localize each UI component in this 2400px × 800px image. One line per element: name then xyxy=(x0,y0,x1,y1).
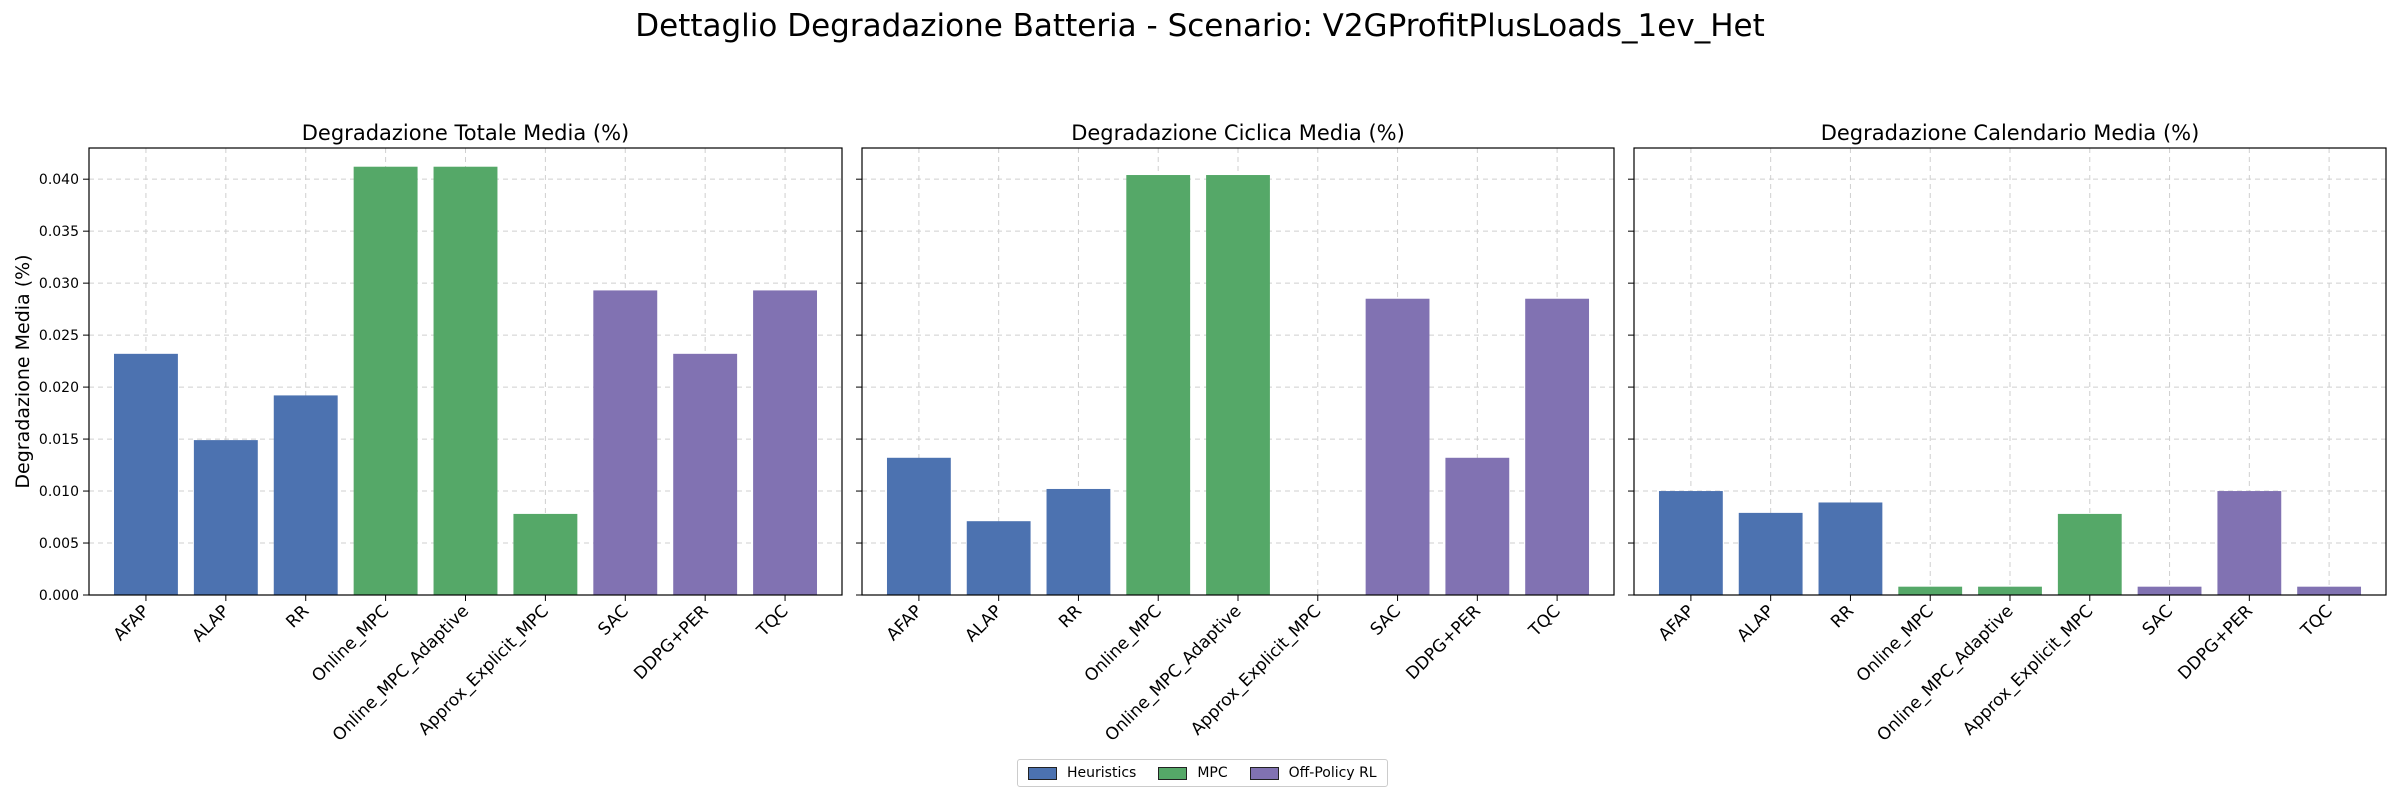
bar-afap xyxy=(886,457,951,595)
legend-item: MPC xyxy=(1158,765,1228,781)
x-tick-label: SAC xyxy=(1367,601,1405,639)
panel-title: Degradazione Calendario Media (%) xyxy=(1821,121,2200,145)
x-tick-label: TQC xyxy=(1525,601,1565,641)
axes-frame xyxy=(88,147,843,596)
legend-label: Heuristics xyxy=(1067,765,1137,781)
x-tick-label: Online_MPC xyxy=(308,601,393,686)
bar-alap xyxy=(193,440,258,595)
bar-rr xyxy=(1046,488,1111,595)
legend-item: Heuristics xyxy=(1028,765,1136,781)
x-tick-label: Approx_Explicit_MPC xyxy=(415,601,553,739)
y-tick-label: 0.010 xyxy=(39,484,79,500)
x-tick-label: ALAP xyxy=(1733,601,1778,646)
bar-sac xyxy=(593,290,658,595)
y-axis-label: Degradazione Media (%) xyxy=(12,254,34,488)
x-tick-label: Online_MPC xyxy=(1081,601,1166,686)
bar-ddpg-per xyxy=(2217,491,2282,595)
panel-title: Degradazione Ciclica Media (%) xyxy=(1071,121,1405,145)
x-tick-label: AFAP xyxy=(110,601,154,645)
y-tick-label: 0.035 xyxy=(39,224,79,240)
bar-approx-explicit-mpc xyxy=(2057,513,2122,595)
bar-afap xyxy=(1658,491,1723,595)
x-tick-label: TQC xyxy=(753,601,793,641)
legend-label: Off-Policy RL xyxy=(1288,765,1377,781)
bar-online-mpc-adaptive xyxy=(1206,175,1270,596)
x-tick-label: Approx_Explicit_MPC xyxy=(1959,601,2097,739)
x-tick-label: TQC xyxy=(2297,601,2337,641)
x-tick-label: Approx_Explicit_MPC xyxy=(1187,601,1325,739)
bar-tqc xyxy=(753,290,818,595)
x-tick-label: RR xyxy=(282,601,313,632)
x-tick-label: RR xyxy=(1827,601,1858,632)
axes-frame xyxy=(861,147,1615,596)
x-tick-label: DDPG+PER xyxy=(1402,601,1485,684)
y-tick-label: 0.005 xyxy=(39,536,79,552)
y-tick-label: 0.020 xyxy=(39,380,79,396)
bar-afap xyxy=(113,353,178,595)
x-tick-label: AFAP xyxy=(883,601,927,645)
bar-alap xyxy=(966,521,1031,595)
x-tick-label: ALAP xyxy=(189,601,234,646)
legend-label: MPC xyxy=(1197,765,1228,781)
x-tick-label: Online_MPC_Adaptive xyxy=(1873,601,2017,745)
bar-online-mpc-adaptive xyxy=(1978,586,2042,595)
x-tick-label: SAC xyxy=(594,601,632,639)
y-tick-label: 0.040 xyxy=(39,172,79,188)
legend-swatch xyxy=(1028,766,1057,780)
bar-tqc xyxy=(2297,586,2362,595)
legend-swatch xyxy=(1158,766,1188,780)
x-tick-label: AFAP xyxy=(1655,601,1699,645)
x-tick-label: Online_MPC_Adaptive xyxy=(329,601,473,745)
bar-alap xyxy=(1738,512,1803,595)
x-tick-label: DDPG+PER xyxy=(2174,601,2257,684)
bar-sac xyxy=(1365,298,1430,595)
y-tick-label: 0.030 xyxy=(39,276,79,292)
bar-sac xyxy=(2137,586,2202,595)
figure-title: Dettaglio Degradazione Batteria - Scenar… xyxy=(635,8,1765,44)
chart-panel-3: AFAP ALAP RROnline_MPCOnline_MPC_AdaptiveA… xyxy=(1628,121,2387,746)
bar-ddpg-per xyxy=(673,353,738,595)
y-tick-label: 0.000 xyxy=(39,588,79,604)
legend-swatch xyxy=(1249,766,1279,780)
bar-rr xyxy=(1818,502,1883,595)
x-tick-label: RR xyxy=(1055,601,1086,632)
panel-title: Degradazione Totale Media (%) xyxy=(302,121,629,145)
x-tick-label: Online_MPC xyxy=(1853,601,1938,686)
axes-frame xyxy=(1633,147,2387,596)
chart-panel-2: AFAP ALAP RROnline_MPCOnline_MPC_AdaptiveA… xyxy=(856,121,1615,746)
bar-ddpg-per xyxy=(1445,457,1510,595)
x-tick-label: Online_MPC_Adaptive xyxy=(1101,601,1245,745)
bar-rr xyxy=(273,395,338,595)
y-tick-label: 0.025 xyxy=(39,328,79,344)
legend-item: Off-Policy RL xyxy=(1249,765,1377,781)
bar-tqc xyxy=(1525,298,1590,595)
y-tick-label: 0.015 xyxy=(39,432,79,448)
bar-online-mpc xyxy=(1898,586,1963,595)
bar-online-mpc xyxy=(1126,175,1191,596)
chart-panel-1: 0.000 0.005 0.010 0.015 0.020 0.025 0.030 0.035… xyxy=(12,121,843,746)
x-tick-label: SAC xyxy=(2139,601,2177,639)
x-tick-label: DDPG+PER xyxy=(630,601,713,684)
bar-online-mpc xyxy=(353,166,418,596)
bar-approx-explicit-mpc xyxy=(513,513,578,595)
legend: Heuristics MPC Off-Policy RL xyxy=(1017,759,1388,787)
x-tick-label: ALAP xyxy=(961,601,1006,646)
bar-online-mpc-adaptive xyxy=(433,166,498,596)
